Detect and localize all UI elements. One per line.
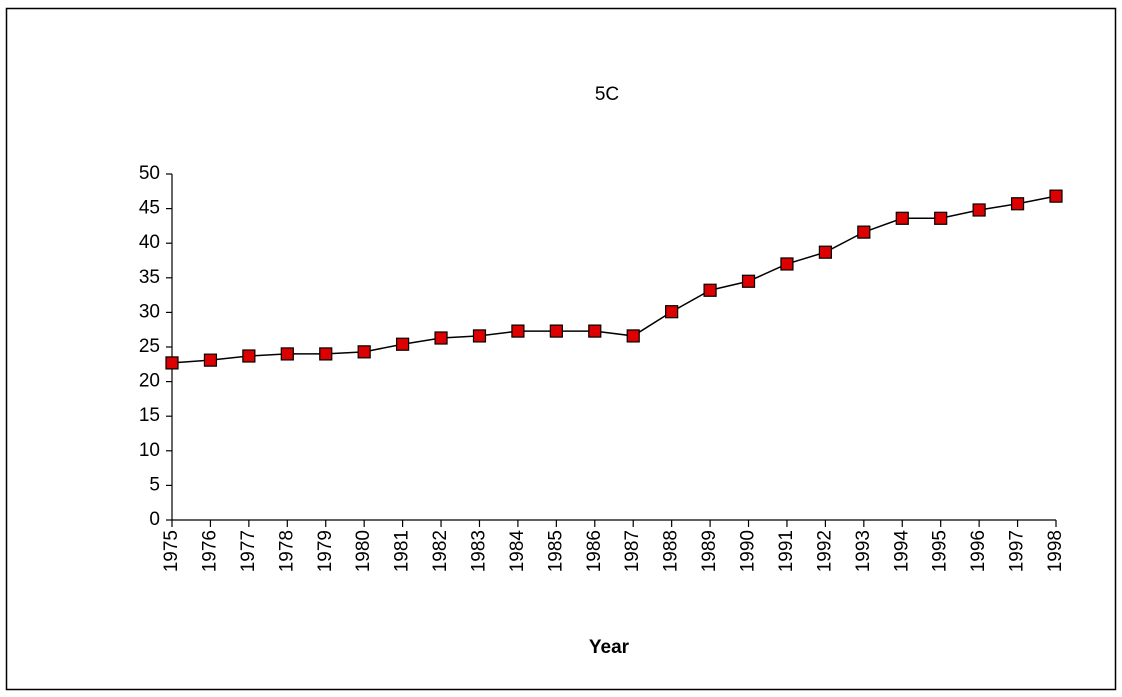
x-tick-label: 1988: [661, 530, 682, 572]
x-tick-label: 1986: [584, 530, 605, 572]
data-point: [472, 329, 487, 343]
data-point: [972, 203, 986, 217]
x-tick-label: 1991: [776, 530, 797, 572]
x-tick-label: 1996: [968, 530, 989, 572]
x-tick-label: 1992: [814, 530, 835, 572]
data-point: [895, 211, 909, 225]
x-tick-label: 1977: [238, 530, 259, 572]
data-point: [434, 331, 448, 345]
chart-border: [5, 7, 1117, 691]
data-point: [165, 356, 179, 370]
x-tick-label: 1987: [622, 530, 643, 572]
data-point: [741, 274, 756, 288]
x-tick-label: 1978: [276, 530, 297, 572]
y-tick-label: 25: [139, 336, 160, 357]
data-point: [549, 324, 563, 338]
data-point: [665, 305, 679, 319]
y-tick-label: 20: [139, 371, 160, 392]
x-tick-label: 1995: [930, 530, 951, 572]
x-tick-label: 1980: [353, 530, 374, 572]
y-tick-label: 45: [139, 198, 160, 219]
y-tick-label: 10: [139, 440, 160, 461]
x-tick-label: 1982: [430, 530, 451, 572]
data-point: [703, 283, 717, 297]
x-tick-label: 1993: [853, 530, 874, 572]
x-tick-label: 1998: [1045, 530, 1066, 572]
data-point: [511, 324, 525, 338]
y-tick-label: 15: [139, 405, 160, 426]
chart-title: 5C: [595, 84, 619, 105]
x-tick-label: 1985: [545, 530, 566, 572]
x-axis-label: Year: [589, 637, 630, 658]
x-tick-label: 1983: [468, 530, 489, 572]
data-point: [357, 345, 371, 359]
x-tick-label: 1989: [699, 530, 720, 572]
x-tick-label: 1994: [891, 530, 912, 573]
x-tick-label: 1976: [199, 530, 220, 572]
x-tick-label: 1984: [507, 530, 528, 573]
data-point: [396, 337, 410, 351]
y-tick-label: 35: [139, 267, 160, 288]
data-point: [1010, 197, 1025, 211]
data-point: [780, 257, 794, 271]
y-tick-label: 30: [139, 301, 160, 322]
x-tick-label: 1990: [738, 530, 759, 572]
data-point: [588, 324, 602, 338]
x-tick-label: 1975: [161, 530, 182, 572]
data-point: [242, 349, 256, 363]
x-tick-label: 1981: [392, 530, 413, 572]
x-tick-label: 1979: [315, 530, 336, 572]
y-tick-label: 0: [149, 509, 160, 530]
y-tick-label: 5: [149, 474, 160, 495]
data-point: [934, 211, 948, 225]
data-point: [319, 347, 333, 361]
x-tick-label: 1997: [1007, 530, 1028, 572]
y-tick-label: 40: [139, 232, 160, 253]
y-tick-label: 50: [139, 163, 160, 184]
data-point: [203, 353, 218, 367]
data-point: [626, 329, 640, 343]
data-point: [857, 225, 871, 239]
data-point: [818, 245, 832, 259]
data-point: [280, 347, 294, 361]
data-point: [1049, 189, 1063, 203]
